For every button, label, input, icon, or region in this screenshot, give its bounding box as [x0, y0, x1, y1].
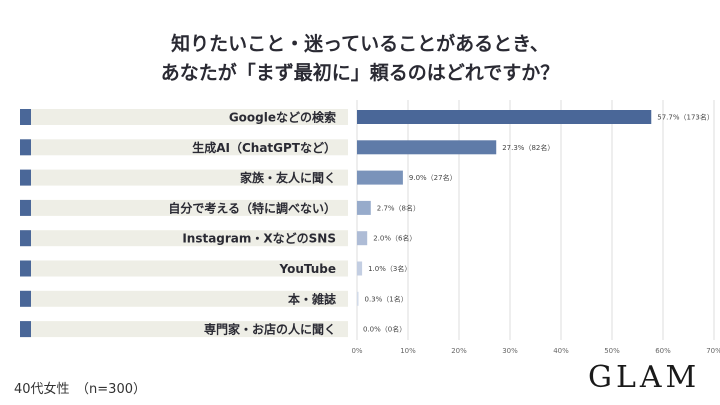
- bar: [357, 110, 652, 124]
- x-tick-label: 60%: [655, 347, 671, 355]
- category-label-bg: [20, 230, 348, 247]
- category-label: YouTube: [278, 262, 336, 276]
- category-label-bg: [20, 290, 348, 307]
- category-marker: [20, 109, 31, 125]
- category-label: 生成AI（ChatGPTなど）: [192, 140, 336, 155]
- category-label-bg: [20, 260, 348, 277]
- category-label: 専門家・お店の人に聞く: [204, 322, 336, 337]
- bar: [357, 231, 368, 246]
- bar: [357, 261, 363, 276]
- bar: [357, 170, 403, 185]
- x-tick-label: 10%: [400, 347, 416, 355]
- category-marker: [20, 290, 31, 307]
- category-label: 家族・友人に聞く: [240, 170, 336, 185]
- data-label: 2.7%（8名）: [377, 203, 420, 212]
- category-marker: [20, 169, 31, 186]
- bar: [357, 200, 371, 215]
- category-marker: [20, 230, 31, 247]
- bar: [357, 140, 497, 155]
- x-tick-label: 20%: [451, 347, 467, 355]
- title-line-1: 知りたいこと・迷っていることがあるとき、: [171, 33, 549, 55]
- chart-title: 知りたいこと・迷っていることがあるとき、 あなたが「まず最初に」頼るのはどれです…: [0, 30, 720, 88]
- category-marker: [20, 260, 31, 277]
- sample-note: 40代女性 （n=300）: [14, 382, 146, 397]
- data-label: 0.3%（1名）: [365, 294, 408, 303]
- data-label: 1.0%（3名）: [368, 264, 411, 273]
- category-label: 本・雑誌: [288, 291, 336, 306]
- category-marker: [20, 139, 31, 156]
- category-label-bg: [20, 199, 348, 216]
- bar: [357, 291, 359, 306]
- data-label: 0.0%（0名）: [363, 325, 406, 334]
- x-tick-label: 0%: [351, 347, 362, 355]
- category-label-bg: [20, 169, 348, 186]
- category-label: Instagram・XなどのSNS: [182, 232, 336, 246]
- category-label: 自分で考える（特に調べない）: [168, 200, 336, 215]
- data-label: 9.0%（27名）: [409, 173, 457, 182]
- category-label: Googleなどの検索: [229, 110, 336, 125]
- title-line-2: あなたが「まず最初に」頼るのはどれですか？: [160, 62, 560, 84]
- category-label-bg: [20, 139, 348, 156]
- category-marker: [20, 321, 31, 338]
- category-label-bg: [20, 321, 348, 338]
- data-label: 27.3%（82名）: [502, 143, 554, 152]
- x-tick-label: 50%: [604, 347, 620, 355]
- data-label: 57.7%（173名）: [657, 113, 714, 122]
- data-label: 2.0%（6名）: [373, 234, 416, 243]
- x-tick-label: 40%: [553, 347, 569, 355]
- category-label-bg: [20, 109, 348, 125]
- x-tick-label: 70%: [706, 347, 720, 355]
- x-tick-label: 30%: [502, 347, 518, 355]
- brand-logo: GLAM: [588, 360, 701, 395]
- category-marker: [20, 199, 31, 216]
